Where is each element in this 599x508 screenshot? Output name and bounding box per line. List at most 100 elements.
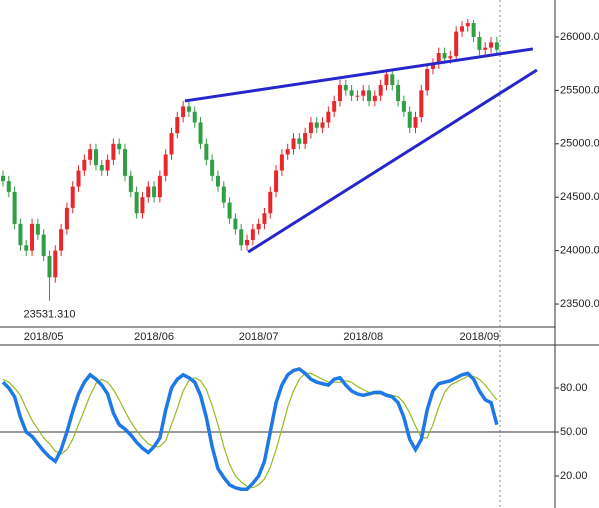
candle-body: [326, 111, 331, 123]
candle-body: [274, 170, 279, 192]
candle-body: [401, 101, 406, 112]
candle-body: [465, 23, 470, 27]
candle-body: [367, 90, 372, 102]
candle-body: [297, 138, 302, 144]
candle-body: [250, 229, 255, 240]
candle-body: [320, 122, 325, 128]
candle-body: [123, 149, 128, 176]
candle-body: [372, 95, 377, 102]
candle-body: [245, 239, 250, 246]
candle-body: [93, 149, 98, 166]
trendline: [247, 68, 538, 254]
candle-body: [210, 159, 215, 176]
candle-body: [349, 90, 354, 96]
candle-body: [332, 101, 337, 112]
candle-body: [303, 133, 308, 144]
y-tick-label: 26000.00: [560, 31, 599, 43]
candle-body: [436, 52, 441, 64]
candle-body: [442, 52, 447, 59]
candle-body: [186, 106, 191, 112]
candle-body: [384, 74, 389, 86]
candle-body: [239, 229, 244, 246]
candle-body: [76, 170, 81, 187]
y-tick-label: 20.00: [560, 470, 588, 482]
y-tick-label: 80.00: [560, 382, 588, 394]
candle-body: [152, 186, 157, 198]
candle-body: [6, 181, 11, 192]
y-tick-label: 50.00: [560, 426, 588, 438]
candle-body: [24, 245, 29, 251]
candle-body: [134, 191, 139, 214]
candle-body: [111, 143, 116, 160]
candle-body: [407, 111, 412, 128]
candle-body: [64, 207, 69, 230]
oscillator-line: [1, 367, 499, 491]
candle-body: [494, 42, 499, 50]
candle-body: [18, 223, 23, 246]
candle-body: [483, 47, 488, 50]
candle-body: [262, 213, 267, 224]
candle-body: [128, 175, 133, 192]
x-tick-label: 2018/05: [24, 331, 64, 343]
candle-body: [279, 154, 284, 171]
candle-body: [454, 31, 459, 57]
candle-body: [204, 143, 209, 160]
candle-body: [215, 175, 220, 187]
candle-body: [355, 95, 360, 97]
x-tick-label: 2018/09: [460, 331, 500, 343]
candle-body: [1, 175, 5, 182]
y-tick-label: 24500.00: [560, 191, 599, 203]
candle-body: [175, 117, 180, 134]
candle-body: [337, 85, 342, 102]
candle-body: [419, 90, 424, 118]
candle-body: [361, 90, 366, 96]
candle-body: [413, 117, 418, 128]
candle-body: [12, 191, 17, 224]
trendline: [184, 47, 534, 103]
candle-body: [88, 149, 93, 160]
candle-body: [285, 149, 290, 155]
candle-body: [163, 154, 168, 176]
candle-body: [390, 74, 395, 86]
candle-body: [308, 122, 313, 134]
candle-body: [181, 106, 186, 118]
candle-body: [471, 23, 476, 37]
candle-body: [30, 223, 35, 251]
candle-body: [117, 143, 122, 150]
x-tick-label: 2018/07: [239, 331, 279, 343]
candle-body: [192, 111, 197, 123]
candle-body: [448, 56, 453, 59]
y-tick-label: 25000.00: [560, 138, 599, 150]
candle-body: [378, 85, 383, 96]
candle-body: [99, 165, 104, 171]
candle-body: [489, 42, 494, 48]
candle-body: [425, 69, 430, 91]
candle-body: [105, 159, 110, 171]
y-tick-label: 24000.00: [560, 245, 599, 257]
candle-body: [146, 186, 151, 198]
annotation: 23531.310: [23, 309, 75, 321]
y-tick-label: 23500.00: [560, 298, 599, 310]
candle-body: [157, 175, 162, 198]
candle-body: [70, 186, 75, 208]
x-tick-label: 2018/06: [134, 331, 174, 343]
candle-body: [198, 122, 203, 144]
candle-body: [396, 85, 401, 102]
candle-body: [59, 229, 64, 251]
candle-body: [459, 26, 464, 32]
candle-body: [343, 85, 348, 91]
candle-body: [314, 122, 319, 128]
candle-body: [140, 197, 145, 214]
candle-body: [35, 223, 40, 235]
candle-body: [53, 250, 58, 278]
candle-body: [256, 223, 261, 230]
candle-body: [233, 218, 238, 230]
candle-body: [477, 36, 482, 50]
y-tick-label: 25500.00: [560, 84, 599, 96]
candle-body: [82, 159, 87, 171]
candle-body: [169, 133, 174, 155]
candle-body: [291, 138, 296, 150]
candle-body: [227, 202, 232, 219]
candle-body: [430, 63, 435, 70]
